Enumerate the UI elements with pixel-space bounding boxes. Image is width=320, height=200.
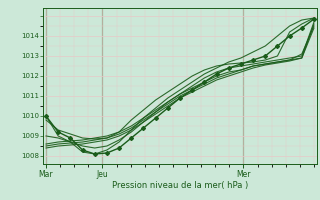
X-axis label: Pression niveau de la mer( hPa ): Pression niveau de la mer( hPa ) [112, 181, 248, 190]
